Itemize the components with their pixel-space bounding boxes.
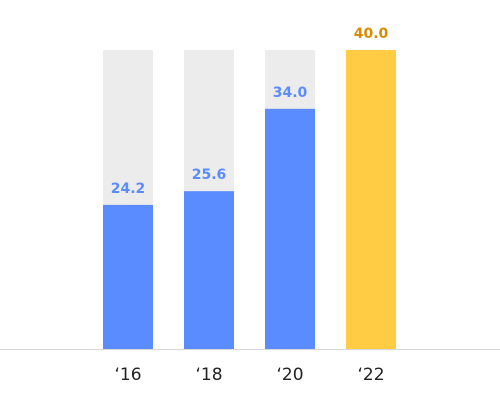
value-label: 40.0 — [354, 26, 389, 42]
x-tick-label: ‘22 — [357, 365, 384, 385]
bar — [184, 191, 234, 349]
x-tick-label: ‘20 — [276, 365, 303, 385]
bar — [346, 50, 396, 349]
x-tick-label: ‘16 — [114, 365, 141, 385]
value-label: 24.2 — [111, 181, 146, 197]
bar — [265, 108, 315, 349]
bar — [103, 204, 153, 349]
value-label: 25.6 — [192, 167, 227, 183]
value-label: 34.0 — [273, 85, 308, 101]
x-tick-label: ‘18 — [195, 365, 222, 385]
